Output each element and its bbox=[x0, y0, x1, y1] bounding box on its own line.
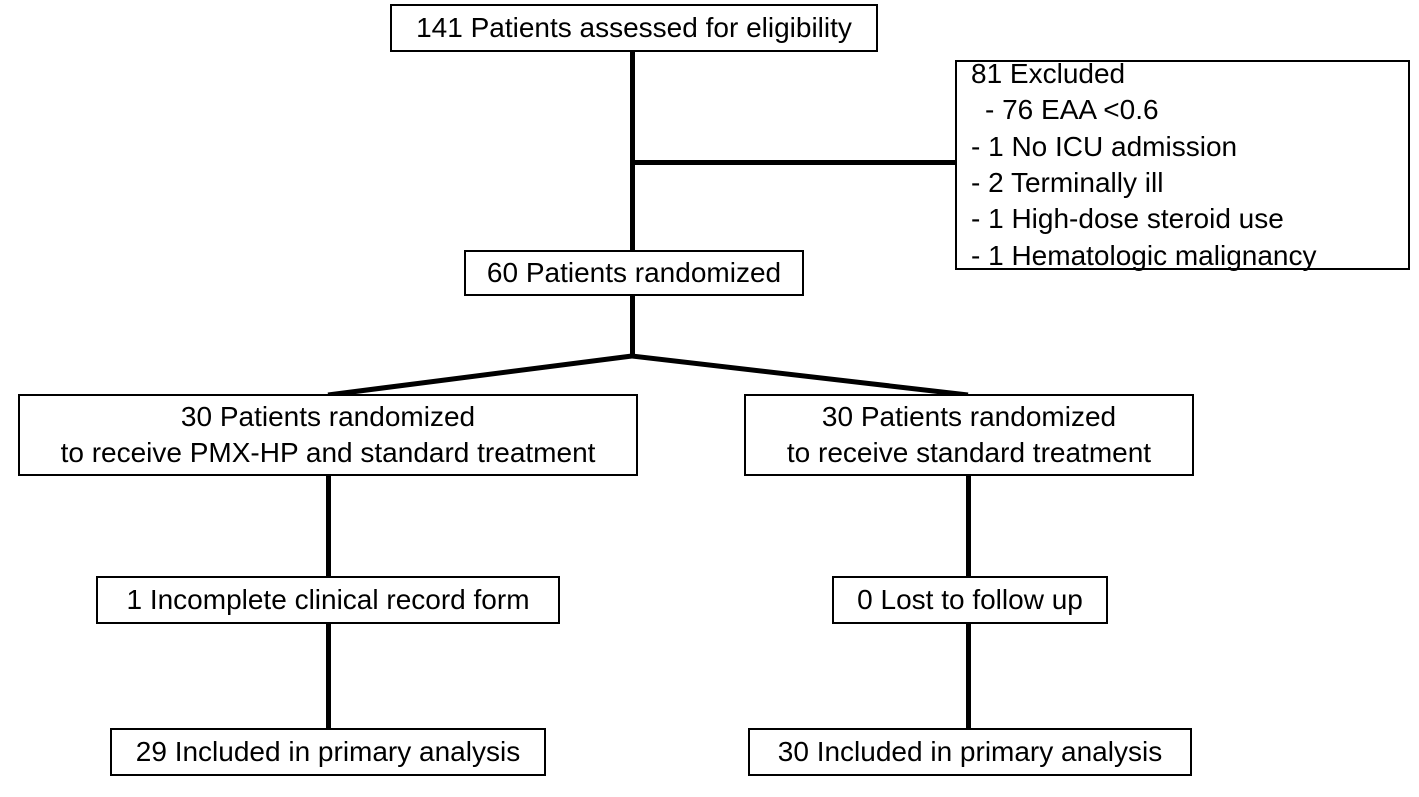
node-pmx-status: 1 Incomplete clinical record form bbox=[96, 576, 560, 624]
edge-vertical-1 bbox=[630, 52, 635, 250]
node-excluded: 81 Excluded - 76 EAA <0.6 - 1 No ICU adm… bbox=[955, 60, 1410, 270]
arm-std-line1: 30 Patients randomized bbox=[822, 399, 1116, 435]
arm-pmx-line1: 30 Patients randomized bbox=[181, 399, 475, 435]
node-arm-pmx: 30 Patients randomized to receive PMX-HP… bbox=[18, 394, 638, 476]
arm-std-line2: to receive standard treatment bbox=[787, 435, 1151, 471]
edge-vertical-2 bbox=[630, 296, 635, 358]
edge-vertical-3 bbox=[326, 476, 331, 576]
edge-vertical-4 bbox=[326, 624, 331, 728]
pmx-analysis-label: 29 Included in primary analysis bbox=[136, 734, 520, 770]
excluded-item-3: - 1 High-dose steroid use bbox=[971, 201, 1284, 237]
std-status-label: 0 Lost to follow up bbox=[857, 582, 1083, 618]
node-eligibility-label: 141 Patients assessed for eligibility bbox=[416, 10, 852, 46]
node-std-analysis: 30 Included in primary analysis bbox=[748, 728, 1192, 776]
excluded-title: 81 Excluded bbox=[971, 56, 1125, 92]
node-arm-std: 30 Patients randomized to receive standa… bbox=[744, 394, 1194, 476]
arm-pmx-line2: to receive PMX-HP and standard treatment bbox=[61, 435, 596, 471]
pmx-status-label: 1 Incomplete clinical record form bbox=[126, 582, 529, 618]
edge-diagonal-left bbox=[328, 356, 632, 395]
node-randomized: 60 Patients randomized bbox=[464, 250, 804, 296]
node-eligibility: 141 Patients assessed for eligibility bbox=[390, 4, 878, 52]
node-std-status: 0 Lost to follow up bbox=[832, 576, 1108, 624]
edge-vertical-6 bbox=[966, 624, 971, 728]
excluded-item-2: - 2 Terminally ill bbox=[971, 165, 1163, 201]
excluded-item-1: - 1 No ICU admission bbox=[971, 129, 1237, 165]
node-pmx-analysis: 29 Included in primary analysis bbox=[110, 728, 546, 776]
edge-diagonal-right bbox=[632, 356, 968, 395]
node-randomized-label: 60 Patients randomized bbox=[487, 255, 781, 291]
excluded-item-0: - 76 EAA <0.6 bbox=[971, 92, 1159, 128]
excluded-item-4: - 1 Hematologic malignancy bbox=[971, 238, 1317, 274]
std-analysis-label: 30 Included in primary analysis bbox=[778, 734, 1162, 770]
edge-horizontal-1 bbox=[632, 160, 955, 165]
edge-vertical-5 bbox=[966, 476, 971, 576]
